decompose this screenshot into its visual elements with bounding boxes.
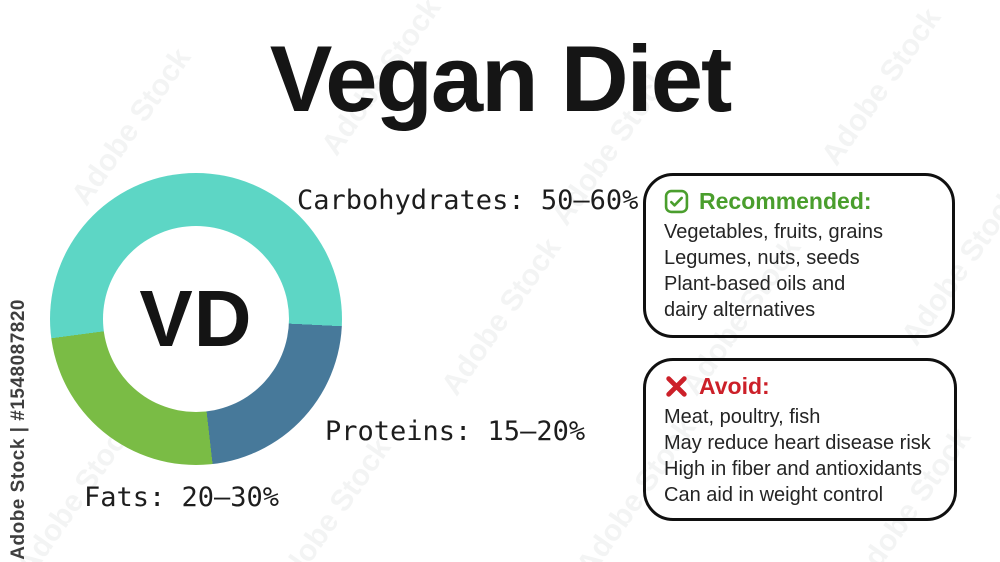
label-carbohydrates: Carbohydrates: 50–60% [297,185,639,216]
label-fats: Fats: 20–30% [84,482,280,513]
list-item: Plant-based oils and [664,273,846,295]
checkbox-check-icon [664,189,689,214]
avoid-header: Avoid: [664,373,938,400]
recommended-header: Recommended: [664,188,936,215]
page-title: Vegan Diet [269,26,733,131]
list-item: Vegetables, fruits, grains [664,221,884,243]
list-item: High in fiber and antioxidants [664,458,922,480]
recommended-title: Recommended: [699,188,872,214]
list-item: May reduce heart disease risk [664,432,931,454]
list-item: Legumes, nuts, seeds [664,247,860,269]
list-item: Meat, poultry, fish [664,406,821,428]
list-item: Can aid in weight control [664,484,884,506]
recommended-box: Recommended: Vegetables, fruits, grains … [643,173,955,338]
watermark-text: Adobe Stock [265,432,398,562]
x-mark-icon [666,376,687,397]
stock-credit: Adobe Stock | #1548087820 [8,299,29,560]
avoid-title: Avoid: [699,373,770,399]
donut-chart: VD [50,173,342,465]
donut-center-label: VD [139,274,253,363]
watermark-text: Adobe Stock [435,232,568,402]
avoid-box: Avoid: Meat, poultry, fish May reduce he… [643,358,957,521]
donut-hole: VD [103,226,289,412]
label-proteins: Proteins: 15–20% [325,416,586,447]
list-item: dairy alternatives [664,299,816,321]
